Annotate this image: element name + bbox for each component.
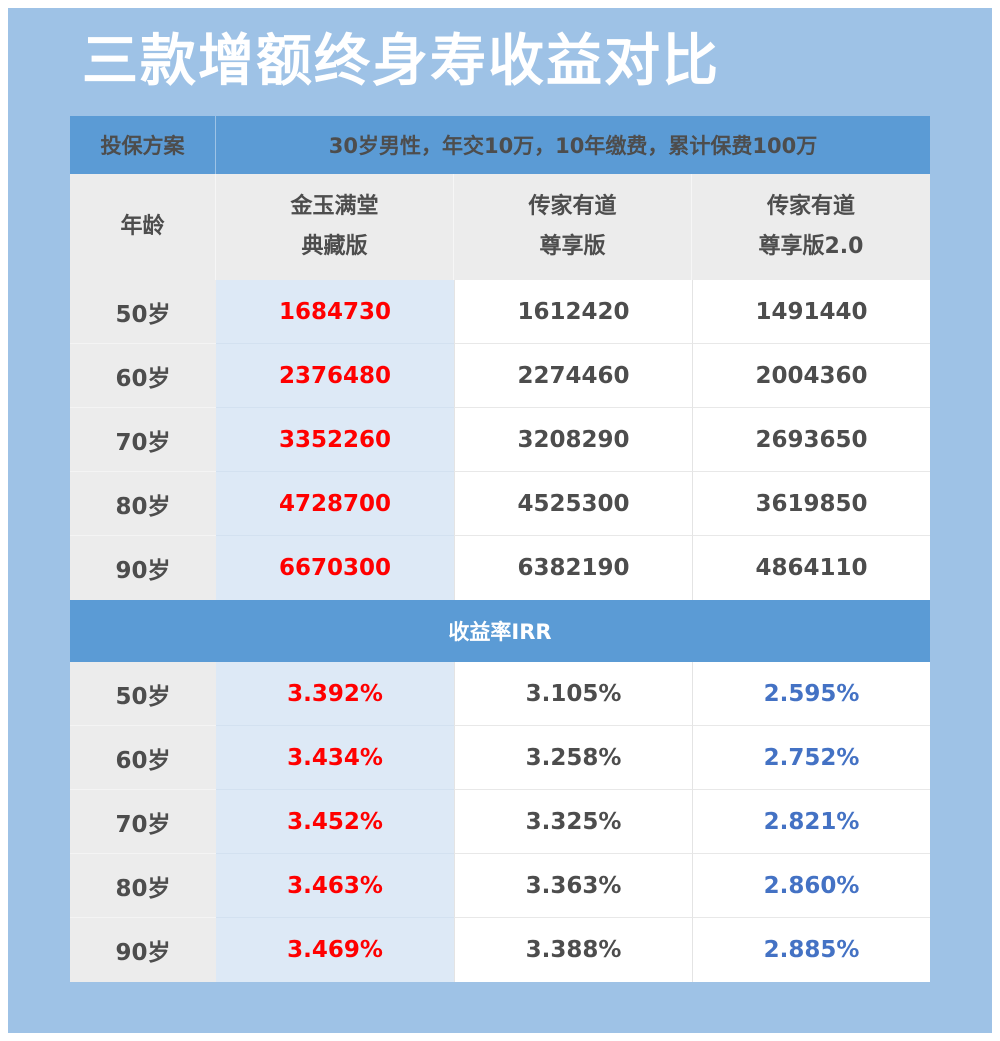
plan-label: 投保方案 [70, 116, 216, 174]
irr-cell: 3.258% [454, 726, 692, 790]
cash-value-rows: 50岁 1684730 1612420 1491440 60岁 2376480 … [70, 280, 930, 600]
comparison-table: 投保方案 30岁男性，年交10万，10年缴费，累计保费100万 年龄 金玉满堂 … [70, 116, 930, 982]
irr-cell: 3.463% [216, 854, 454, 918]
table-row: 70岁 3352260 3208290 2693650 [70, 408, 930, 472]
header-row: 年龄 金玉满堂 典藏版 传家有道 尊享版 传家有道 尊享版2.0 [70, 174, 930, 280]
irr-cell: 3.388% [454, 918, 692, 982]
table-row: 60岁 3.434% 3.258% 2.752% [70, 726, 930, 790]
value-cell: 2004360 [692, 344, 930, 408]
table-row: 90岁 3.469% 3.388% 2.885% [70, 918, 930, 982]
age-cell: 60岁 [70, 344, 216, 408]
irr-cell: 2.595% [692, 662, 930, 726]
age-cell: 60岁 [70, 726, 216, 790]
value-cell: 3208290 [454, 408, 692, 472]
table-row: 50岁 3.392% 3.105% 2.595% [70, 662, 930, 726]
irr-cell: 3.452% [216, 790, 454, 854]
plan-row: 投保方案 30岁男性，年交10万，10年缴费，累计保费100万 [70, 116, 930, 174]
irr-section-header: 收益率IRR [70, 600, 930, 662]
irr-rows: 50岁 3.392% 3.105% 2.595% 60岁 3.434% 3.25… [70, 662, 930, 982]
value-cell: 2376480 [216, 344, 454, 408]
irr-cell: 3.469% [216, 918, 454, 982]
irr-cell: 2.821% [692, 790, 930, 854]
value-cell: 6382190 [454, 536, 692, 600]
product-name: 金玉满堂 [290, 194, 379, 219]
value-cell: 4864110 [692, 536, 930, 600]
irr-cell: 3.105% [454, 662, 692, 726]
value-cell: 4525300 [454, 472, 692, 536]
table-row: 90岁 6670300 6382190 4864110 [70, 536, 930, 600]
product-header-jinyu: 金玉满堂 典藏版 [216, 174, 454, 280]
value-cell: 1684730 [216, 280, 454, 344]
product-edition: 典藏版 [301, 234, 368, 259]
irr-cell: 3.434% [216, 726, 454, 790]
irr-cell: 3.392% [216, 662, 454, 726]
table-row: 50岁 1684730 1612420 1491440 [70, 280, 930, 344]
product-header-chuanjia: 传家有道 尊享版 [454, 174, 692, 280]
irr-cell: 2.885% [692, 918, 930, 982]
table-row: 70岁 3.452% 3.325% 2.821% [70, 790, 930, 854]
age-cell: 90岁 [70, 536, 216, 600]
value-cell: 3352260 [216, 408, 454, 472]
table-row: 60岁 2376480 2274460 2004360 [70, 344, 930, 408]
age-cell: 50岁 [70, 662, 216, 726]
irr-cell: 2.752% [692, 726, 930, 790]
page-title: 三款增额终身寿收益对比 [82, 29, 720, 94]
plan-description: 30岁男性，年交10万，10年缴费，累计保费100万 [328, 134, 818, 158]
irr-cell: 3.325% [454, 790, 692, 854]
table-row: 80岁 3.463% 3.363% 2.860% [70, 854, 930, 918]
age-cell: 50岁 [70, 280, 216, 344]
product-edition: 尊享版2.0 [758, 234, 864, 259]
age-cell: 90岁 [70, 918, 216, 982]
age-cell: 80岁 [70, 472, 216, 536]
value-cell: 1491440 [692, 280, 930, 344]
age-cell: 70岁 [70, 408, 216, 472]
value-cell: 6670300 [216, 536, 454, 600]
value-cell: 2274460 [454, 344, 692, 408]
age-header-label: 年龄 [120, 214, 165, 239]
product-name: 传家有道 [528, 194, 617, 219]
age-cell: 80岁 [70, 854, 216, 918]
irr-cell: 2.860% [692, 854, 930, 918]
product-edition: 尊享版 [539, 234, 606, 259]
product-header-chuanjia-2: 传家有道 尊享版2.0 [692, 174, 930, 280]
age-header: 年龄 [70, 174, 216, 280]
value-cell: 4728700 [216, 472, 454, 536]
age-cell: 70岁 [70, 790, 216, 854]
value-cell: 2693650 [692, 408, 930, 472]
product-name: 传家有道 [766, 194, 855, 219]
value-cell: 1612420 [454, 280, 692, 344]
irr-cell: 3.363% [454, 854, 692, 918]
table-row: 80岁 4728700 4525300 3619850 [70, 472, 930, 536]
value-cell: 3619850 [692, 472, 930, 536]
